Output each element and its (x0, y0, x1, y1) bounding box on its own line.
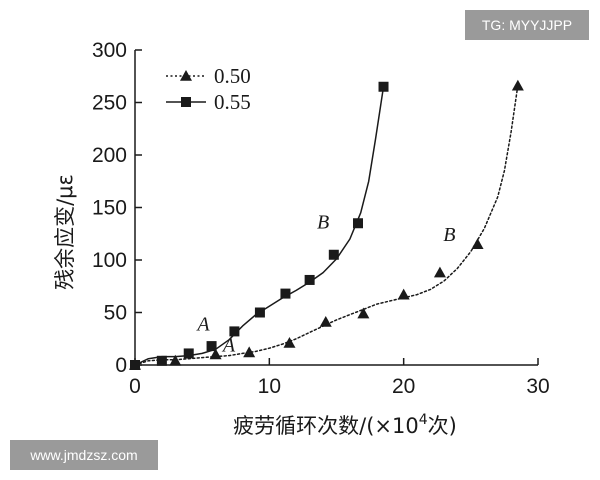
data-point (243, 346, 256, 358)
data-point (169, 354, 182, 366)
data-point (156, 355, 167, 366)
legend: 0.500.55 (166, 64, 251, 114)
y-axis-title: 残余应变/με (53, 174, 77, 290)
data-point (280, 288, 291, 299)
x-tick-label: 20 (392, 375, 415, 398)
series-line-0 (134, 84, 519, 366)
x-tick-label: 0 (129, 375, 141, 398)
data-point (229, 326, 240, 337)
data-point (319, 315, 332, 327)
data-point (357, 307, 370, 319)
data-point (209, 348, 222, 360)
data-point (397, 288, 410, 300)
watermark-top-right: TG: MYYJJPP (465, 10, 589, 40)
data-point (206, 341, 217, 352)
x-axis-title-superscript: 4 (419, 412, 428, 428)
data-point (433, 266, 446, 278)
annotation-label: A (195, 313, 210, 335)
data-point (254, 307, 265, 318)
y-tick-label: 50 (104, 302, 127, 325)
y-tick-label: 300 (92, 39, 127, 62)
y-tick-label: 100 (92, 249, 127, 272)
annotation-label: A (221, 334, 236, 356)
annotations: AA B B (195, 212, 455, 357)
data-point (183, 348, 194, 359)
legend-label: 0.55 (214, 90, 251, 114)
data-point (328, 249, 339, 260)
axes: 0 50 100 150 200 250 300 0 10 20 30 (92, 39, 550, 398)
data-point (471, 238, 484, 250)
watermark-bottom-left: www.jmdzsz.com (10, 440, 158, 470)
legend-marker (181, 97, 191, 107)
data-point (352, 218, 363, 229)
x-axis-title: 疲劳循环次数/(×104次) (233, 412, 457, 438)
data-point (511, 79, 524, 91)
y-tick-label: 250 (92, 92, 127, 115)
data-point (378, 81, 389, 92)
series-line-1 (134, 86, 385, 366)
legend-marker (180, 70, 192, 81)
series-markers (129, 79, 524, 370)
data-point (283, 336, 296, 348)
data-point (130, 360, 140, 370)
x-tick-label: 30 (526, 375, 549, 398)
x-tick-label: 10 (258, 375, 281, 398)
y-tick-label: 150 (92, 197, 127, 220)
annotation-label: B (443, 224, 455, 246)
data-point (304, 274, 315, 285)
y-tick-label: 0 (115, 354, 127, 377)
y-tick-label: 200 (92, 144, 127, 167)
annotation-label: B (317, 212, 329, 234)
legend-label: 0.50 (214, 64, 251, 88)
